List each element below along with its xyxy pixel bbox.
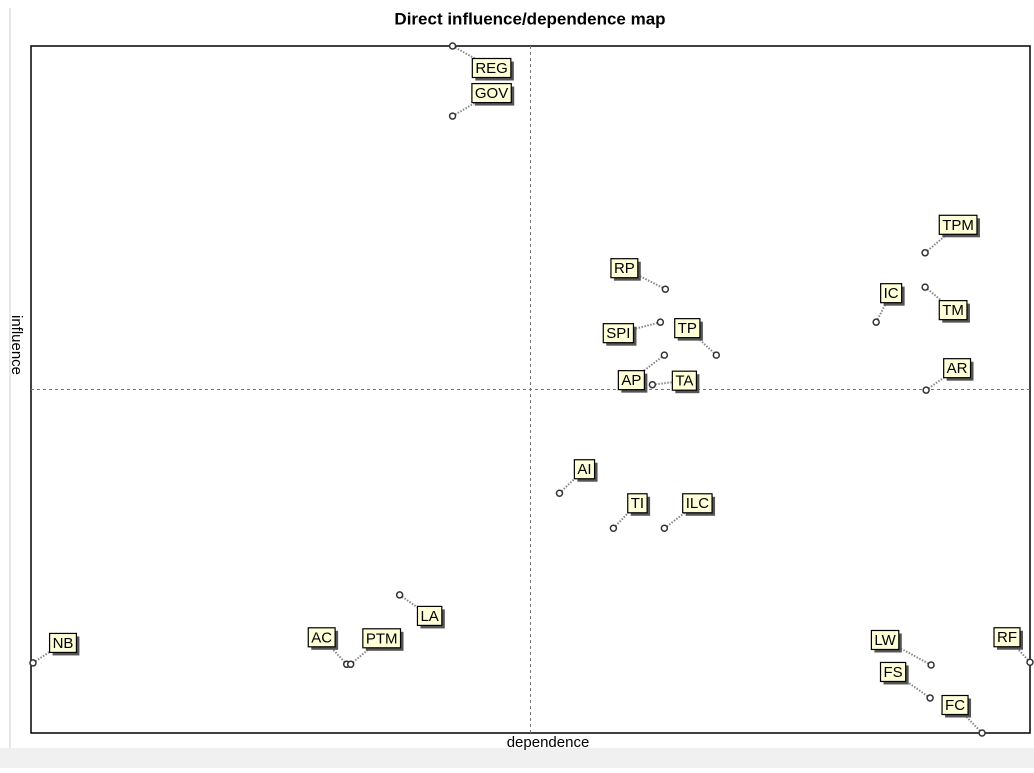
point-label: PTM (366, 630, 398, 647)
label-box (938, 214, 978, 235)
label-box (48, 632, 78, 654)
label-box (362, 628, 402, 649)
label-box (471, 82, 512, 104)
point (648, 380, 657, 389)
point-label: ILC (686, 495, 710, 512)
chart-title: Direct influence/dependence map (394, 9, 665, 28)
point-label: AI (577, 461, 591, 478)
label-box (671, 370, 698, 391)
point-label: NB (53, 635, 74, 652)
point-label: AC (311, 629, 332, 646)
point-label: REG (475, 60, 508, 77)
point (395, 591, 404, 599)
label-box (307, 627, 336, 648)
label-box (416, 605, 443, 627)
label-box (993, 627, 1021, 648)
point (922, 386, 930, 394)
x-axis-label: dependence (507, 734, 590, 751)
point-label: TPM (942, 217, 974, 234)
label-box (870, 629, 900, 651)
point (1026, 658, 1034, 666)
point-label: TP (678, 320, 697, 337)
point-label: GOV (475, 85, 508, 102)
y-axis-label: influence (8, 315, 25, 375)
point (926, 694, 934, 702)
point (656, 318, 665, 326)
point (661, 285, 670, 293)
label-box (943, 358, 972, 379)
point-label: RP (614, 260, 635, 277)
label-box (627, 493, 648, 514)
point (555, 489, 564, 497)
point (921, 249, 929, 257)
connector (630, 354, 665, 381)
point (609, 524, 618, 533)
label-box (610, 258, 639, 279)
point-label: FC (945, 697, 965, 714)
label-box (879, 661, 907, 683)
connector (652, 379, 685, 386)
label-box (471, 57, 512, 79)
point-label: TA (675, 373, 693, 390)
label-box (617, 370, 645, 391)
status-bar (0, 748, 1034, 768)
point (921, 283, 929, 291)
label-box (674, 318, 701, 339)
point (927, 661, 935, 669)
point (29, 659, 37, 667)
connector (954, 704, 983, 734)
label-box (880, 283, 903, 304)
point-label: AP (621, 372, 641, 389)
point (978, 729, 986, 737)
point (712, 351, 721, 359)
point (346, 660, 355, 669)
point-label: TI (631, 495, 644, 512)
label-box (573, 459, 596, 480)
connector (925, 367, 958, 392)
point-label: LW (874, 632, 896, 649)
point (448, 112, 457, 120)
point-label: AR (947, 360, 968, 377)
point-label: SPI (606, 325, 630, 342)
label-box (602, 323, 635, 344)
point (660, 524, 669, 533)
point-label: IC (884, 285, 899, 302)
connector (663, 502, 698, 530)
point (872, 318, 880, 326)
point-label: TM (942, 302, 964, 319)
point (448, 42, 457, 50)
point-label: LA (420, 608, 438, 625)
point-label: FS (884, 664, 903, 681)
point-label: RF (997, 629, 1017, 646)
label-box (682, 493, 713, 514)
point (660, 351, 669, 359)
label-box (938, 300, 968, 321)
label-box (941, 694, 969, 716)
